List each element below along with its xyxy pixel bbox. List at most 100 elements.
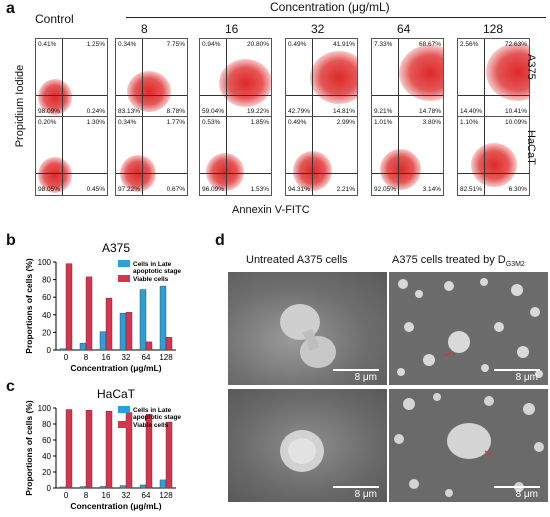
x-tick-label: 16 xyxy=(102,491,111,500)
scale-bar xyxy=(333,369,379,371)
y-axis-label: Proportions of cells (%) xyxy=(24,258,34,354)
quadrant-upper-right: 1.25% xyxy=(86,41,105,48)
y-tick-label: 40 xyxy=(42,311,51,320)
panel-d-letter: d xyxy=(215,232,225,249)
row-label-hacat: HaCaT xyxy=(525,130,537,165)
bar-viable xyxy=(105,410,113,489)
sem-treated-2-debris xyxy=(394,393,544,497)
legend-label-viable: Viable cells xyxy=(133,422,169,429)
flow-plot-hacat-1: 0.34% 1.77% 97.22% 0.67% xyxy=(115,116,188,196)
gate-horizontal xyxy=(286,173,357,174)
bar-viable xyxy=(125,312,133,351)
quadrant-upper-right: 20.80% xyxy=(246,41,269,48)
sem-untreated-2-cell xyxy=(280,430,324,472)
quadrant-lower-left: 92.05% xyxy=(374,186,397,193)
gate-horizontal xyxy=(372,95,443,96)
x-axis-label: Concentration (μg/mL) xyxy=(70,363,161,373)
row-label-a375: A375 xyxy=(525,54,537,80)
quadrant-lower-left: 97.22% xyxy=(118,186,141,193)
gate-vertical xyxy=(398,117,399,195)
y-tick-label: 80 xyxy=(42,420,51,429)
gate-horizontal xyxy=(372,173,443,174)
bar-late-apoptotic xyxy=(79,342,87,351)
bar-viable xyxy=(165,337,173,351)
treated-title: A375 cells treated by DG3M2 xyxy=(392,254,525,268)
x-tick-label: 8 xyxy=(84,491,89,500)
bar-late-apoptotic xyxy=(79,486,87,489)
quadrant-upper-right: 2.99% xyxy=(336,119,355,126)
bar-viable xyxy=(105,297,113,351)
x-tick-label: 8 xyxy=(84,353,89,362)
quadrant-lower-right: 0.24% xyxy=(86,108,105,115)
bar-late-apoptotic xyxy=(119,312,127,351)
concentration-title: Concentration (μg/mL) xyxy=(270,0,390,14)
gate-horizontal xyxy=(458,173,529,174)
quadrant-lower-left: 42.79% xyxy=(288,108,311,115)
cell-population xyxy=(38,157,72,193)
quadrant-lower-right: 14.78% xyxy=(418,108,441,115)
scale-bar xyxy=(494,369,540,371)
y-tick-label: 100 xyxy=(38,404,52,413)
flow-plot-hacat-3: 0.49% 2.99% 94.31% 2.21% xyxy=(285,116,358,196)
flow-plot-a375-5: 2.56% 72.63% 14.40% 10.41% xyxy=(457,38,530,118)
flow-plot-a375-4: 7.33% 68.67% 9.21% 14.78% xyxy=(371,38,444,118)
quadrant-lower-right: 14.81% xyxy=(332,108,355,115)
chart-title: A375 xyxy=(102,241,130,255)
quadrant-upper-left: 0.41% xyxy=(38,41,57,48)
chart-title: HaCaT xyxy=(97,387,136,401)
cell-population xyxy=(127,71,171,112)
bar-viable xyxy=(145,414,153,489)
concentration-label: 16 xyxy=(225,22,239,36)
x-tick-label: 128 xyxy=(159,491,173,500)
y-tick-label: 60 xyxy=(42,293,51,302)
quadrant-lower-right: 3.14% xyxy=(422,186,441,193)
bar-viable xyxy=(65,409,73,489)
gate-vertical xyxy=(142,117,143,195)
gate-vertical xyxy=(226,39,227,117)
bar-late-apoptotic xyxy=(119,485,127,489)
quadrant-lower-left: 94.31% xyxy=(288,186,311,193)
quadrant-upper-left: 0.20% xyxy=(38,119,57,126)
x-tick-label: 128 xyxy=(159,353,173,362)
bar-viable xyxy=(85,410,93,489)
concentration-label: 32 xyxy=(311,22,325,36)
control-label: Control xyxy=(35,12,74,26)
gate-vertical xyxy=(312,117,313,195)
flow-plot-a375-2: 0.94% 20.80% 59.04% 19.22% xyxy=(199,38,272,118)
quadrant-upper-right: 1.77% xyxy=(166,119,185,126)
gate-vertical xyxy=(62,117,63,195)
quadrant-lower-left: 14.40% xyxy=(460,108,483,115)
flow-plot-a375-1: 0.34% 7.75% 83.13% 8.78% xyxy=(115,38,188,118)
concentration-label: 8 xyxy=(141,22,148,36)
bar-late-apoptotic xyxy=(139,484,147,489)
flow-plot-hacat-4: 1.01% 3.80% 92.05% 3.14% xyxy=(371,116,444,196)
legend-swatch-viable xyxy=(118,275,130,282)
gate-vertical xyxy=(226,117,227,195)
flow-plot-hacat-2: 0.53% 1.85% 96.09% 1.53% xyxy=(199,116,272,196)
quadrant-upper-right: 1.85% xyxy=(250,119,269,126)
x-tick-label: 32 xyxy=(122,353,131,362)
flow-plot-a375-0: 0.41% 1.25% 98.09% 0.24% xyxy=(35,38,108,118)
quadrant-upper-right: 72.63% xyxy=(504,41,527,48)
gate-horizontal xyxy=(200,95,271,96)
legend-label-late-apoptotic: Cells in Late apoptotic stage xyxy=(133,261,181,275)
sem-treated-2: 8 μm xyxy=(389,389,548,502)
quadrant-lower-right: 6.30% xyxy=(508,186,527,193)
quadrant-lower-left: 9.21% xyxy=(374,108,393,115)
x-tick-label: 64 xyxy=(142,491,151,500)
quadrant-lower-left: 82.51% xyxy=(460,186,483,193)
bar-viable xyxy=(145,341,153,351)
quadrant-lower-right: 8.78% xyxy=(166,108,185,115)
bar-late-apoptotic xyxy=(139,289,147,351)
x-tick-label: 0 xyxy=(64,491,69,500)
cell-population xyxy=(486,43,529,101)
quadrant-upper-left: 0.53% xyxy=(202,119,221,126)
quadrant-upper-right: 3.80% xyxy=(422,119,441,126)
hacat-bar-chart: HaCaT 0 20 40 60 80 100 0 8 16 32 64 128Concentratio… xyxy=(24,387,181,511)
bar-viable xyxy=(165,421,173,489)
quadrant-lower-left: 83.13% xyxy=(118,108,141,115)
legend-swatch-late-apoptotic xyxy=(118,406,130,413)
concentration-rule xyxy=(126,17,546,18)
scale-label: 8 μm xyxy=(515,489,538,500)
quadrant-upper-left: 0.94% xyxy=(202,41,221,48)
